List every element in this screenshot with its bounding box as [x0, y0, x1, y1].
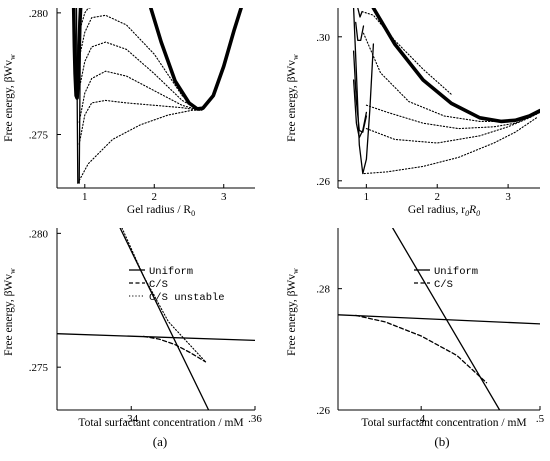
- series-line-2: [392, 228, 501, 410]
- chart-b-bottom: .4 .5 .26 .28 Free energy, βWvw Total surfact…: [286, 228, 545, 429]
- y-axis-label: Free energy, βWvw: [286, 268, 300, 356]
- series-line-1: [371, 8, 540, 124]
- legend-label: Uniform: [434, 266, 478, 278]
- series-line-6: [357, 8, 363, 18]
- y-tick-label: .30: [316, 32, 330, 44]
- series-line-2: [119, 228, 210, 410]
- y-axis-label: Free energy, βWvw: [3, 54, 17, 142]
- y-tick-label: .280: [29, 228, 49, 240]
- y-tick-label: .275: [29, 129, 49, 141]
- series-line-1: [338, 314, 540, 325]
- y-axis-label: Free energy, βWvw: [286, 54, 300, 142]
- x-tick-label: .34: [124, 413, 138, 425]
- x-tick-label: 1: [364, 191, 370, 203]
- chart-a-top: 1 2 3 .275 .280 Free energy, βWvw Gel radius /…: [3, 8, 255, 218]
- series-line-5: [355, 21, 365, 42]
- panel-label-b: (b): [434, 434, 449, 449]
- x-axis-label: Total surfactant concentration / mM: [78, 417, 243, 429]
- x-axis-label: Total surfactant concentration / mM: [361, 417, 526, 429]
- series-line-8: [365, 111, 540, 144]
- series-line-3: [142, 335, 207, 363]
- legend-label: Uniform: [149, 266, 193, 278]
- x-tick-label: 3: [221, 191, 227, 203]
- y-tick-label: .26: [316, 176, 330, 188]
- series-line-5: [77, 109, 204, 184]
- y-tick-label: .280: [29, 8, 49, 20]
- x-tick-label: .4: [417, 413, 426, 425]
- y-axis-label: Free energy, βWvw: [3, 268, 17, 356]
- series-line-4: [78, 8, 82, 184]
- x-tick-label: .36: [248, 413, 262, 425]
- panel-label-a: (a): [153, 434, 167, 449]
- series-line-4: [121, 228, 207, 363]
- series-line-11: [361, 11, 452, 95]
- series-line-9: [365, 104, 540, 130]
- series-line-7: [363, 117, 538, 175]
- legend-label: C/S: [149, 279, 168, 291]
- x-axis-label: Gel radius / R0: [127, 204, 195, 218]
- y-tick-label: .26: [316, 405, 330, 417]
- series-line-3: [75, 8, 79, 184]
- series-line-1: [149, 8, 243, 111]
- x-tick-label: 2: [434, 191, 440, 203]
- series-line-3: [355, 314, 488, 384]
- series-line-2: [352, 8, 375, 175]
- series-line-10: [362, 32, 538, 122]
- x-tick-label: 2: [152, 191, 158, 203]
- x-tick-label: 3: [505, 191, 511, 203]
- series-line-4: [352, 79, 368, 139]
- x-tick-label: .5: [536, 413, 545, 425]
- chart-a-bottom: .34 .36 .275 .280 Free energy, βWvw Total sur…: [3, 228, 262, 429]
- x-tick-label: 1: [82, 191, 88, 203]
- series-line-9: [80, 14, 200, 111]
- x-axis-label: Gel radius, r0R0: [408, 204, 480, 218]
- legend-label: C/S unstable: [149, 292, 225, 304]
- series-line-8: [79, 41, 200, 111]
- legend-label: C/S: [434, 279, 453, 291]
- series-line-6: [78, 99, 200, 145]
- series-line-1: [57, 333, 255, 342]
- y-tick-label: .275: [29, 362, 49, 374]
- y-tick-label: .28: [316, 284, 330, 296]
- chart-b-top: 1 2 3 .26 .30 Free energy, βWvw Gel radius, r0…: [286, 8, 540, 218]
- series-line-7: [78, 70, 200, 123]
- series-line-10: [80, 8, 93, 26]
